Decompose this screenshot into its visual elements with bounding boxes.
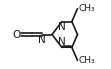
- Text: O: O: [13, 30, 21, 39]
- Text: N: N: [58, 37, 66, 47]
- Text: CH₃: CH₃: [78, 56, 95, 65]
- Text: CH₃: CH₃: [78, 4, 95, 13]
- Text: N: N: [38, 35, 46, 45]
- Text: N: N: [58, 22, 66, 32]
